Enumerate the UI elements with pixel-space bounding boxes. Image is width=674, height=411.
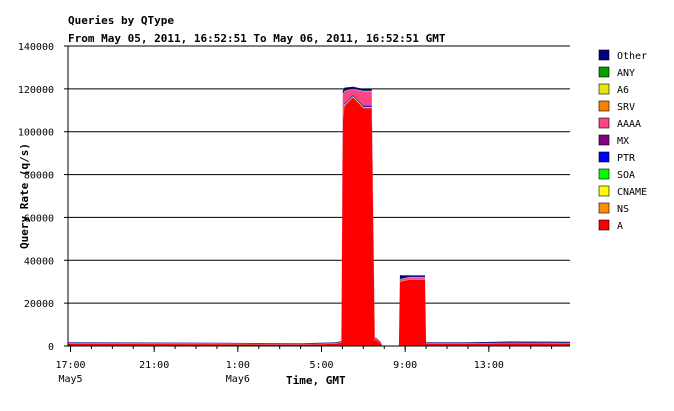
y-tick-label-5: 100000 [18,128,54,139]
legend-swatch-ptr [598,151,610,163]
legend-label-ptr: PTR [617,153,636,164]
legend: Other ANY A6 SRV AAAA MX PTR SOA CNAME NS A [598,49,647,232]
legend-swatch-a6 [598,83,610,95]
x-tick-label-1: 21:00 [139,360,169,371]
legend-swatch-aaaa [598,117,610,129]
legend-label-a: A [617,221,623,232]
x-tick-sublabel-0: May5 [58,374,82,385]
legend-swatch-mx [598,134,610,146]
legend-label-ns: NS [617,204,629,215]
legend-label-mx: MX [617,136,629,147]
y-tick-label-2: 40000 [24,256,54,267]
y-tick-label-0: 0 [48,342,54,353]
legend-swatch-any [598,66,610,78]
legend-label-any: ANY [617,68,635,79]
area-series-ptr [68,95,570,346]
legend-swatch-ns [598,202,610,214]
legend-label-soa: SOA [617,170,635,181]
axes [64,45,570,352]
area-series-other [68,86,570,346]
x-axis-label: Time, GMT [286,374,346,387]
area-series-mx [68,94,570,346]
x-tick-label-4: 9:00 [393,360,417,371]
legend-swatch-soa [598,168,610,180]
chart-subtitle: From May 05, 2011, 16:52:51 To May 06, 2… [68,32,446,45]
y-axis-label: Query Rate (q/s) [18,143,31,249]
y-tick-label-4: 80000 [24,171,54,182]
y-tick-label-7: 140000 [18,42,54,53]
stacked-areas [68,86,570,347]
y-tick-label-6: 120000 [18,85,54,96]
x-tick-label-2: 1:00 [226,360,250,371]
area-series-cname [68,96,570,347]
x-tick-label-3: 5:00 [309,360,333,371]
x-tick-label-0: 17:00 [55,360,85,371]
x-tick-label-5: 13:00 [474,360,504,371]
x-tick-sublabel-2: May6 [226,374,250,385]
legend-swatch-cname [598,185,610,197]
legend-swatch-other [598,49,610,61]
y-tick-labels: 0 20000 40000 60000 80000 100000 120000 140000 [18,42,54,353]
area-series-ns [68,96,570,346]
area-series-soa [68,96,570,346]
legend-label-other: Other [617,51,647,62]
legend-swatch-a [598,219,610,231]
legend-label-a6: A6 [617,85,629,96]
area-series-a [68,97,570,347]
gridlines [68,45,570,304]
x-tick-labels: 17:00 May5 21:00 1:00 May6 5:00 9:00 13:00 [55,360,503,385]
legend-label-aaaa: AAAA [617,119,641,130]
y-tick-label-1: 20000 [24,299,54,310]
y-tick-label-3: 60000 [24,213,54,224]
legend-label-cname: CNAME [617,187,647,198]
legend-label-srv: SRV [617,102,635,113]
chart-title: Queries by QType [68,14,174,27]
legend-swatch-srv [598,100,610,112]
